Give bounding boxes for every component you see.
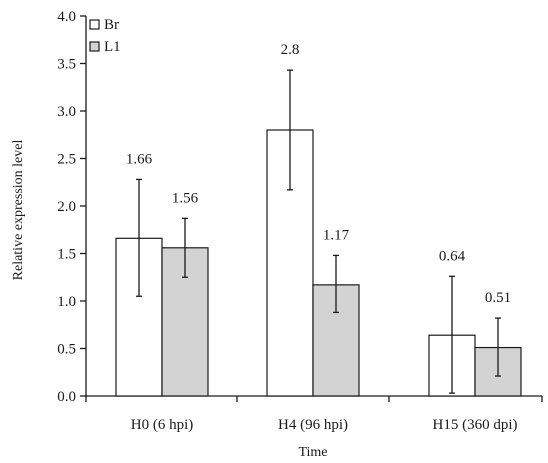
x-tick-label: H15 (360 dpi) (433, 417, 518, 433)
y-tick-label: 0.5 (57, 342, 76, 358)
chart-legend: Br L1 (89, 17, 121, 55)
y-tick-label: 0.0 (57, 389, 76, 405)
chart-error-bars (136, 69, 501, 394)
x-tick-label: H4 (96 hpi) (278, 417, 348, 433)
y-tick-label: 2.0 (57, 199, 76, 215)
legend-swatch (89, 41, 100, 52)
legend-label: L1 (104, 39, 121, 55)
chart-axes: 0.0 0.5 1.0 1.5 2.0 2.5 3.0 3.5 4.0 H0 (6 hpi) H4 … (57, 9, 543, 433)
y-tick-label: 4.0 (57, 9, 76, 25)
y-tick-label: 1.0 (57, 294, 76, 310)
legend-swatch (89, 19, 100, 30)
data-label: 1.17 (323, 227, 350, 243)
y-tick-label: 3.5 (57, 57, 76, 73)
data-label: 0.51 (485, 290, 511, 306)
y-tick-label: 3.0 (57, 104, 76, 120)
y-axis-title: Relative expression level (11, 140, 26, 281)
x-tick-label: H0 (6 hpi) (131, 417, 194, 433)
data-label: 2.8 (281, 42, 300, 58)
data-label: 0.64 (439, 248, 466, 264)
y-tick-label: 2.5 (57, 152, 76, 168)
legend-label: Br (104, 17, 119, 33)
chart-data-labels: 1.66 2.8 0.64 1.56 1.17 0.51 (126, 42, 511, 306)
x-axis-title: Time (298, 445, 327, 460)
y-tick-label: 1.5 (57, 247, 76, 263)
data-label: 1.66 (126, 151, 153, 167)
data-label: 1.56 (172, 190, 199, 206)
